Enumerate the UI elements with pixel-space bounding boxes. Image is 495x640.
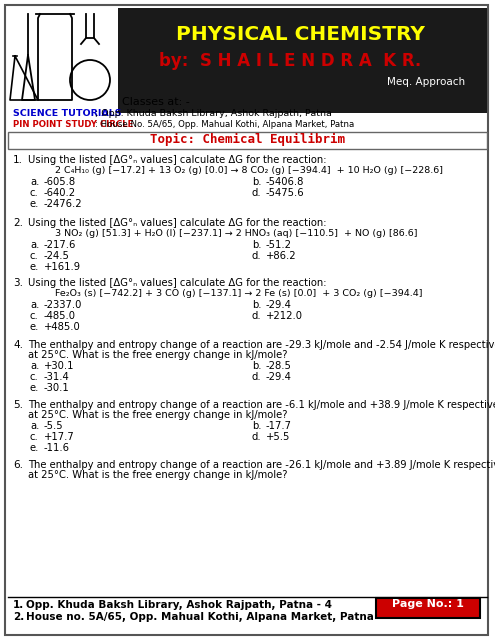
Text: 2.: 2. bbox=[13, 612, 24, 622]
Text: 1.: 1. bbox=[13, 155, 23, 165]
Text: d.: d. bbox=[252, 251, 262, 261]
Text: e.: e. bbox=[30, 262, 40, 272]
Text: a.: a. bbox=[30, 361, 40, 371]
Text: c.: c. bbox=[30, 251, 39, 261]
Text: 2.: 2. bbox=[13, 218, 23, 228]
Text: -605.8: -605.8 bbox=[44, 177, 76, 187]
Text: Page No.: 1: Page No.: 1 bbox=[392, 599, 464, 609]
Text: a.: a. bbox=[30, 240, 40, 250]
Text: Opp. Khuda Baksh Library, Ashok Rajpath, Patna - 4: Opp. Khuda Baksh Library, Ashok Rajpath,… bbox=[26, 600, 332, 610]
Text: -29.4: -29.4 bbox=[266, 300, 292, 310]
Text: 6.: 6. bbox=[13, 460, 23, 470]
Text: +485.0: +485.0 bbox=[44, 322, 81, 332]
Text: b.: b. bbox=[252, 300, 261, 310]
Text: -640.2: -640.2 bbox=[44, 188, 76, 198]
Text: d.: d. bbox=[252, 372, 262, 382]
Text: -485.0: -485.0 bbox=[44, 311, 76, 321]
Text: e.: e. bbox=[30, 443, 40, 453]
Text: -11.6: -11.6 bbox=[44, 443, 70, 453]
Text: -24.5: -24.5 bbox=[44, 251, 70, 261]
Text: Topic: Chemical Equilibrim: Topic: Chemical Equilibrim bbox=[149, 133, 345, 146]
Text: -2476.2: -2476.2 bbox=[44, 199, 83, 209]
Text: ; Opp. Khuda Baksh Library, Ashok Rajpath, Patna: ; Opp. Khuda Baksh Library, Ashok Rajpat… bbox=[95, 109, 332, 118]
Text: at 25°C. What is the free energy change in kJ/mole?: at 25°C. What is the free energy change … bbox=[28, 470, 288, 480]
Text: -5.5: -5.5 bbox=[44, 421, 64, 431]
Text: +212.0: +212.0 bbox=[266, 311, 303, 321]
Text: d.: d. bbox=[252, 311, 262, 321]
Text: b.: b. bbox=[252, 177, 261, 187]
Text: b.: b. bbox=[252, 240, 261, 250]
Text: Using the listed [ΔG°ₙ values] calculate ΔG for the reaction:: Using the listed [ΔG°ₙ values] calculate… bbox=[28, 155, 327, 165]
Text: SCIENCE TUTORIALS: SCIENCE TUTORIALS bbox=[13, 109, 121, 118]
Text: e.: e. bbox=[30, 322, 40, 332]
Text: c.: c. bbox=[30, 188, 39, 198]
Text: -17.7: -17.7 bbox=[266, 421, 292, 431]
Text: -2337.0: -2337.0 bbox=[44, 300, 82, 310]
Text: -51.2: -51.2 bbox=[266, 240, 292, 250]
Bar bbox=[370, 76, 482, 93]
Text: d.: d. bbox=[252, 432, 262, 442]
Text: 3 NO₂ (g) [51.3] + H₂O (l) [−237.1] → 2 HNO₃ (aq) [−110.5]  + NO (g) [86.6]: 3 NO₂ (g) [51.3] + H₂O (l) [−237.1] → 2 … bbox=[55, 229, 417, 238]
Text: Meq. Approach: Meq. Approach bbox=[387, 77, 465, 87]
Text: -28.5: -28.5 bbox=[266, 361, 292, 371]
Text: House no. 5A/65, Opp. Mahual Kothi, Alpana Market, Patna: House no. 5A/65, Opp. Mahual Kothi, Alpa… bbox=[26, 612, 374, 622]
Text: e.: e. bbox=[30, 383, 40, 393]
Text: Using the listed [ΔG°ₙ values] calculate ΔG for the reaction:: Using the listed [ΔG°ₙ values] calculate… bbox=[28, 218, 327, 228]
Text: PHYSICAL CHEMISTRY: PHYSICAL CHEMISTRY bbox=[176, 25, 424, 44]
Text: +86.2: +86.2 bbox=[266, 251, 297, 261]
Text: -5406.8: -5406.8 bbox=[266, 177, 304, 187]
Text: -217.6: -217.6 bbox=[44, 240, 76, 250]
Text: +161.9: +161.9 bbox=[44, 262, 81, 272]
Text: -31.4: -31.4 bbox=[44, 372, 70, 382]
Text: at 25°C. What is the free energy change in kJ/mole?: at 25°C. What is the free energy change … bbox=[28, 350, 288, 360]
Text: 2 C₄H₁₀ (g) [−17.2] + 13 O₂ (g) [0.0] → 8 CO₂ (g) [−394.4]  + 10 H₂O (g) [−228.6: 2 C₄H₁₀ (g) [−17.2] + 13 O₂ (g) [0.0] → … bbox=[55, 166, 443, 175]
Text: e.: e. bbox=[30, 199, 40, 209]
Text: +17.7: +17.7 bbox=[44, 432, 75, 442]
Text: PIN POINT STUDY CIRCLE: PIN POINT STUDY CIRCLE bbox=[13, 120, 133, 129]
Bar bbox=[8, 132, 487, 149]
Text: a.: a. bbox=[30, 177, 40, 187]
Text: The enthalpy and entropy change of a reaction are -29.3 kJ/mole and -2.54 J/mole: The enthalpy and entropy change of a rea… bbox=[28, 340, 495, 350]
Bar bbox=[8, 8, 118, 113]
Text: -5475.6: -5475.6 bbox=[266, 188, 304, 198]
Text: at 25°C. What is the free energy change in kJ/mole?: at 25°C. What is the free energy change … bbox=[28, 410, 288, 420]
Text: -29.4: -29.4 bbox=[266, 372, 292, 382]
Text: -30.1: -30.1 bbox=[44, 383, 70, 393]
Text: c.: c. bbox=[30, 372, 39, 382]
Text: 5.: 5. bbox=[13, 400, 23, 410]
Text: +5.5: +5.5 bbox=[266, 432, 291, 442]
Bar bbox=[8, 8, 487, 113]
Text: c.: c. bbox=[30, 432, 39, 442]
Text: 1.: 1. bbox=[13, 600, 24, 610]
Text: d.: d. bbox=[252, 188, 262, 198]
Text: Fe₂O₃ (s) [−742.2] + 3 CO (g) [−137.1] → 2 Fe (s) [0.0]  + 3 CO₂ (g) [−394.4]: Fe₂O₃ (s) [−742.2] + 3 CO (g) [−137.1] →… bbox=[55, 289, 423, 298]
Text: 4.: 4. bbox=[13, 340, 23, 350]
Text: 3.: 3. bbox=[13, 278, 23, 288]
Text: b.: b. bbox=[252, 361, 261, 371]
Text: b.: b. bbox=[252, 421, 261, 431]
Text: a.: a. bbox=[30, 421, 40, 431]
Text: The enthalpy and entropy change of a reaction are -26.1 kJ/mole and +3.89 J/mole: The enthalpy and entropy change of a rea… bbox=[28, 460, 495, 470]
Bar bbox=[376, 598, 480, 618]
Text: +30.1: +30.1 bbox=[44, 361, 75, 371]
Text: The enthalpy and entropy change of a reaction are -6.1 kJ/mole and +38.9 J/mole : The enthalpy and entropy change of a rea… bbox=[28, 400, 495, 410]
Text: c.: c. bbox=[30, 311, 39, 321]
Text: : House No. 5A/65, Opp. Mahual Kothi, Alpana Market, Patna: : House No. 5A/65, Opp. Mahual Kothi, Al… bbox=[95, 120, 354, 129]
Text: Using the listed [ΔG°ₙ values] calculate ΔG for the reaction:: Using the listed [ΔG°ₙ values] calculate… bbox=[28, 278, 327, 288]
Text: by:  S H A I L E N D R A  K R.: by: S H A I L E N D R A K R. bbox=[159, 52, 421, 70]
Text: a.: a. bbox=[30, 300, 40, 310]
Text: Classes at: -: Classes at: - bbox=[122, 97, 190, 107]
